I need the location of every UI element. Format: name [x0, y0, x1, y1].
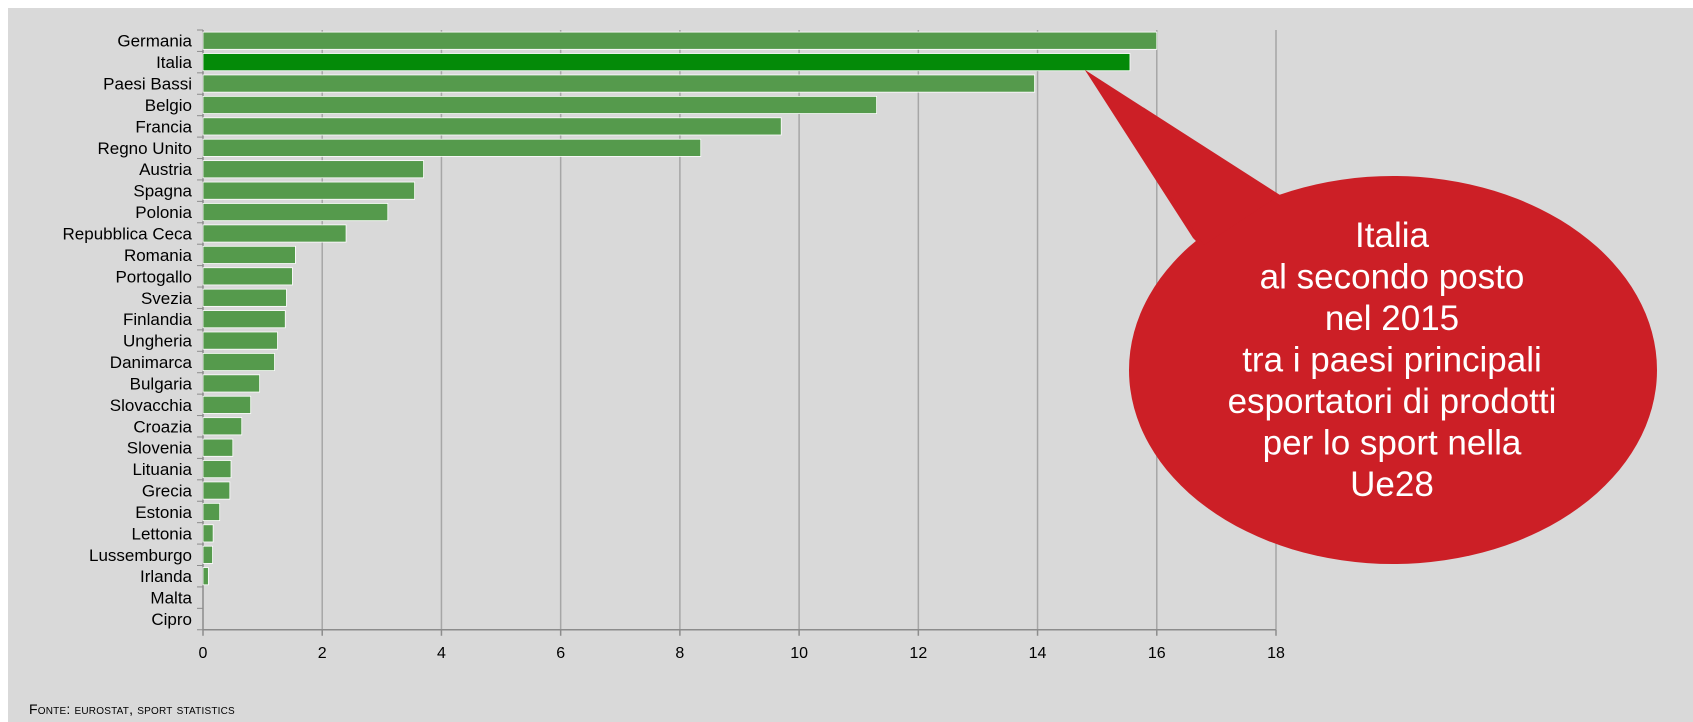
bar-grecia: [202, 481, 231, 500]
callout-line: tra i paesi principali: [1242, 341, 1542, 380]
category-label: Irlanda: [140, 567, 193, 586]
bars: [202, 31, 1158, 586]
x-tick-label: 12: [909, 645, 927, 662]
category-label: Belgio: [145, 96, 192, 115]
bar-germania: [202, 31, 1158, 50]
category-label: Austria: [139, 160, 192, 179]
bar-polonia: [202, 203, 389, 222]
x-tick-label: 2: [318, 645, 327, 662]
bar-irlanda: [202, 567, 209, 586]
x-tick-label: 16: [1148, 645, 1166, 662]
bar-bulgaria: [202, 374, 261, 393]
category-label: Bulgaria: [130, 374, 193, 393]
category-label: Spagna: [133, 182, 192, 201]
bar-romania: [202, 245, 296, 264]
category-label: Malta: [150, 589, 192, 608]
bar-lituania: [202, 460, 232, 479]
callout-ellipse: [1129, 176, 1657, 564]
callout-line: Ue28: [1350, 465, 1434, 504]
category-label: Portogallo: [115, 267, 192, 286]
category-label: Italia: [156, 53, 192, 72]
callout-line: nel 2015: [1325, 299, 1459, 338]
bar-regno-unito: [202, 138, 702, 157]
x-tick-label: 4: [437, 645, 446, 662]
x-tick-label: 10: [790, 645, 808, 662]
callout-line: al secondo posto: [1260, 258, 1525, 297]
category-label: Lettonia: [132, 524, 193, 543]
category-label: Regno Unito: [97, 139, 192, 158]
category-label: Slovenia: [127, 439, 193, 458]
callout-line: Italia: [1355, 216, 1429, 255]
bar-francia: [202, 117, 782, 136]
callout-pointer-tip: [1085, 70, 1280, 245]
bar-chart: Germania Italia Paesi Bassi Belgio Francia Re…: [63, 29, 1657, 662]
x-tick-label: 14: [1029, 645, 1047, 662]
bar-finlandia: [202, 310, 286, 329]
bar-italia: [202, 53, 1131, 72]
x-tick-label: 6: [556, 645, 565, 662]
category-labels: Germania Italia Paesi Bassi Belgio Francia Re…: [63, 32, 193, 629]
callout-line: esportatori di prodotti: [1228, 382, 1557, 421]
category-label: Ungheria: [123, 332, 193, 351]
callout-line: per lo sport nella: [1263, 424, 1522, 463]
x-tick-labels: 0 2 4 6 8 10 12 14 16 18: [199, 645, 1285, 662]
bar-austria: [202, 160, 424, 179]
x-tick-label: 8: [675, 645, 684, 662]
bar-lussemburgo: [202, 545, 213, 564]
bar-portogallo: [202, 267, 293, 286]
category-label: Lituania: [132, 460, 192, 479]
x-tick-label: 0: [199, 645, 208, 662]
category-label: Danimarca: [110, 353, 193, 372]
category-label: Svezia: [141, 289, 193, 308]
category-label: Polonia: [135, 203, 192, 222]
category-label: Cipro: [151, 610, 192, 629]
category-label: Lussemburgo: [89, 546, 192, 565]
chart-panel: Germania Italia Paesi Bassi Belgio Francia Re…: [8, 8, 1693, 722]
category-label: Slovacchia: [110, 396, 193, 415]
category-label: Grecia: [142, 482, 193, 501]
bar-spagna: [202, 181, 416, 200]
category-label: Croazia: [133, 417, 192, 436]
bar-belgio: [202, 95, 878, 114]
bar-ungheria: [202, 331, 278, 350]
category-label: Estonia: [135, 503, 192, 522]
bar-croazia: [202, 417, 243, 436]
bar-estonia: [202, 502, 221, 521]
bar-danimarca: [202, 353, 275, 372]
bar-slovacchia: [202, 395, 252, 414]
category-label: Francia: [135, 117, 192, 136]
category-label: Germania: [117, 32, 192, 51]
bar-svezia: [202, 288, 287, 307]
category-label: Finlandia: [123, 310, 193, 329]
bar-paesi-bassi: [202, 74, 1035, 93]
category-label: Repubblica Ceca: [63, 224, 193, 243]
bar-slovenia: [202, 438, 234, 457]
x-tick-label: 18: [1267, 645, 1285, 662]
bar-lettonia: [202, 524, 214, 543]
category-label: Paesi Bassi: [103, 75, 192, 94]
source-note: Fonte: eurostat, sport statistics: [29, 701, 235, 717]
category-label: Romania: [124, 246, 193, 265]
bar-repubblica-ceca: [202, 224, 347, 243]
